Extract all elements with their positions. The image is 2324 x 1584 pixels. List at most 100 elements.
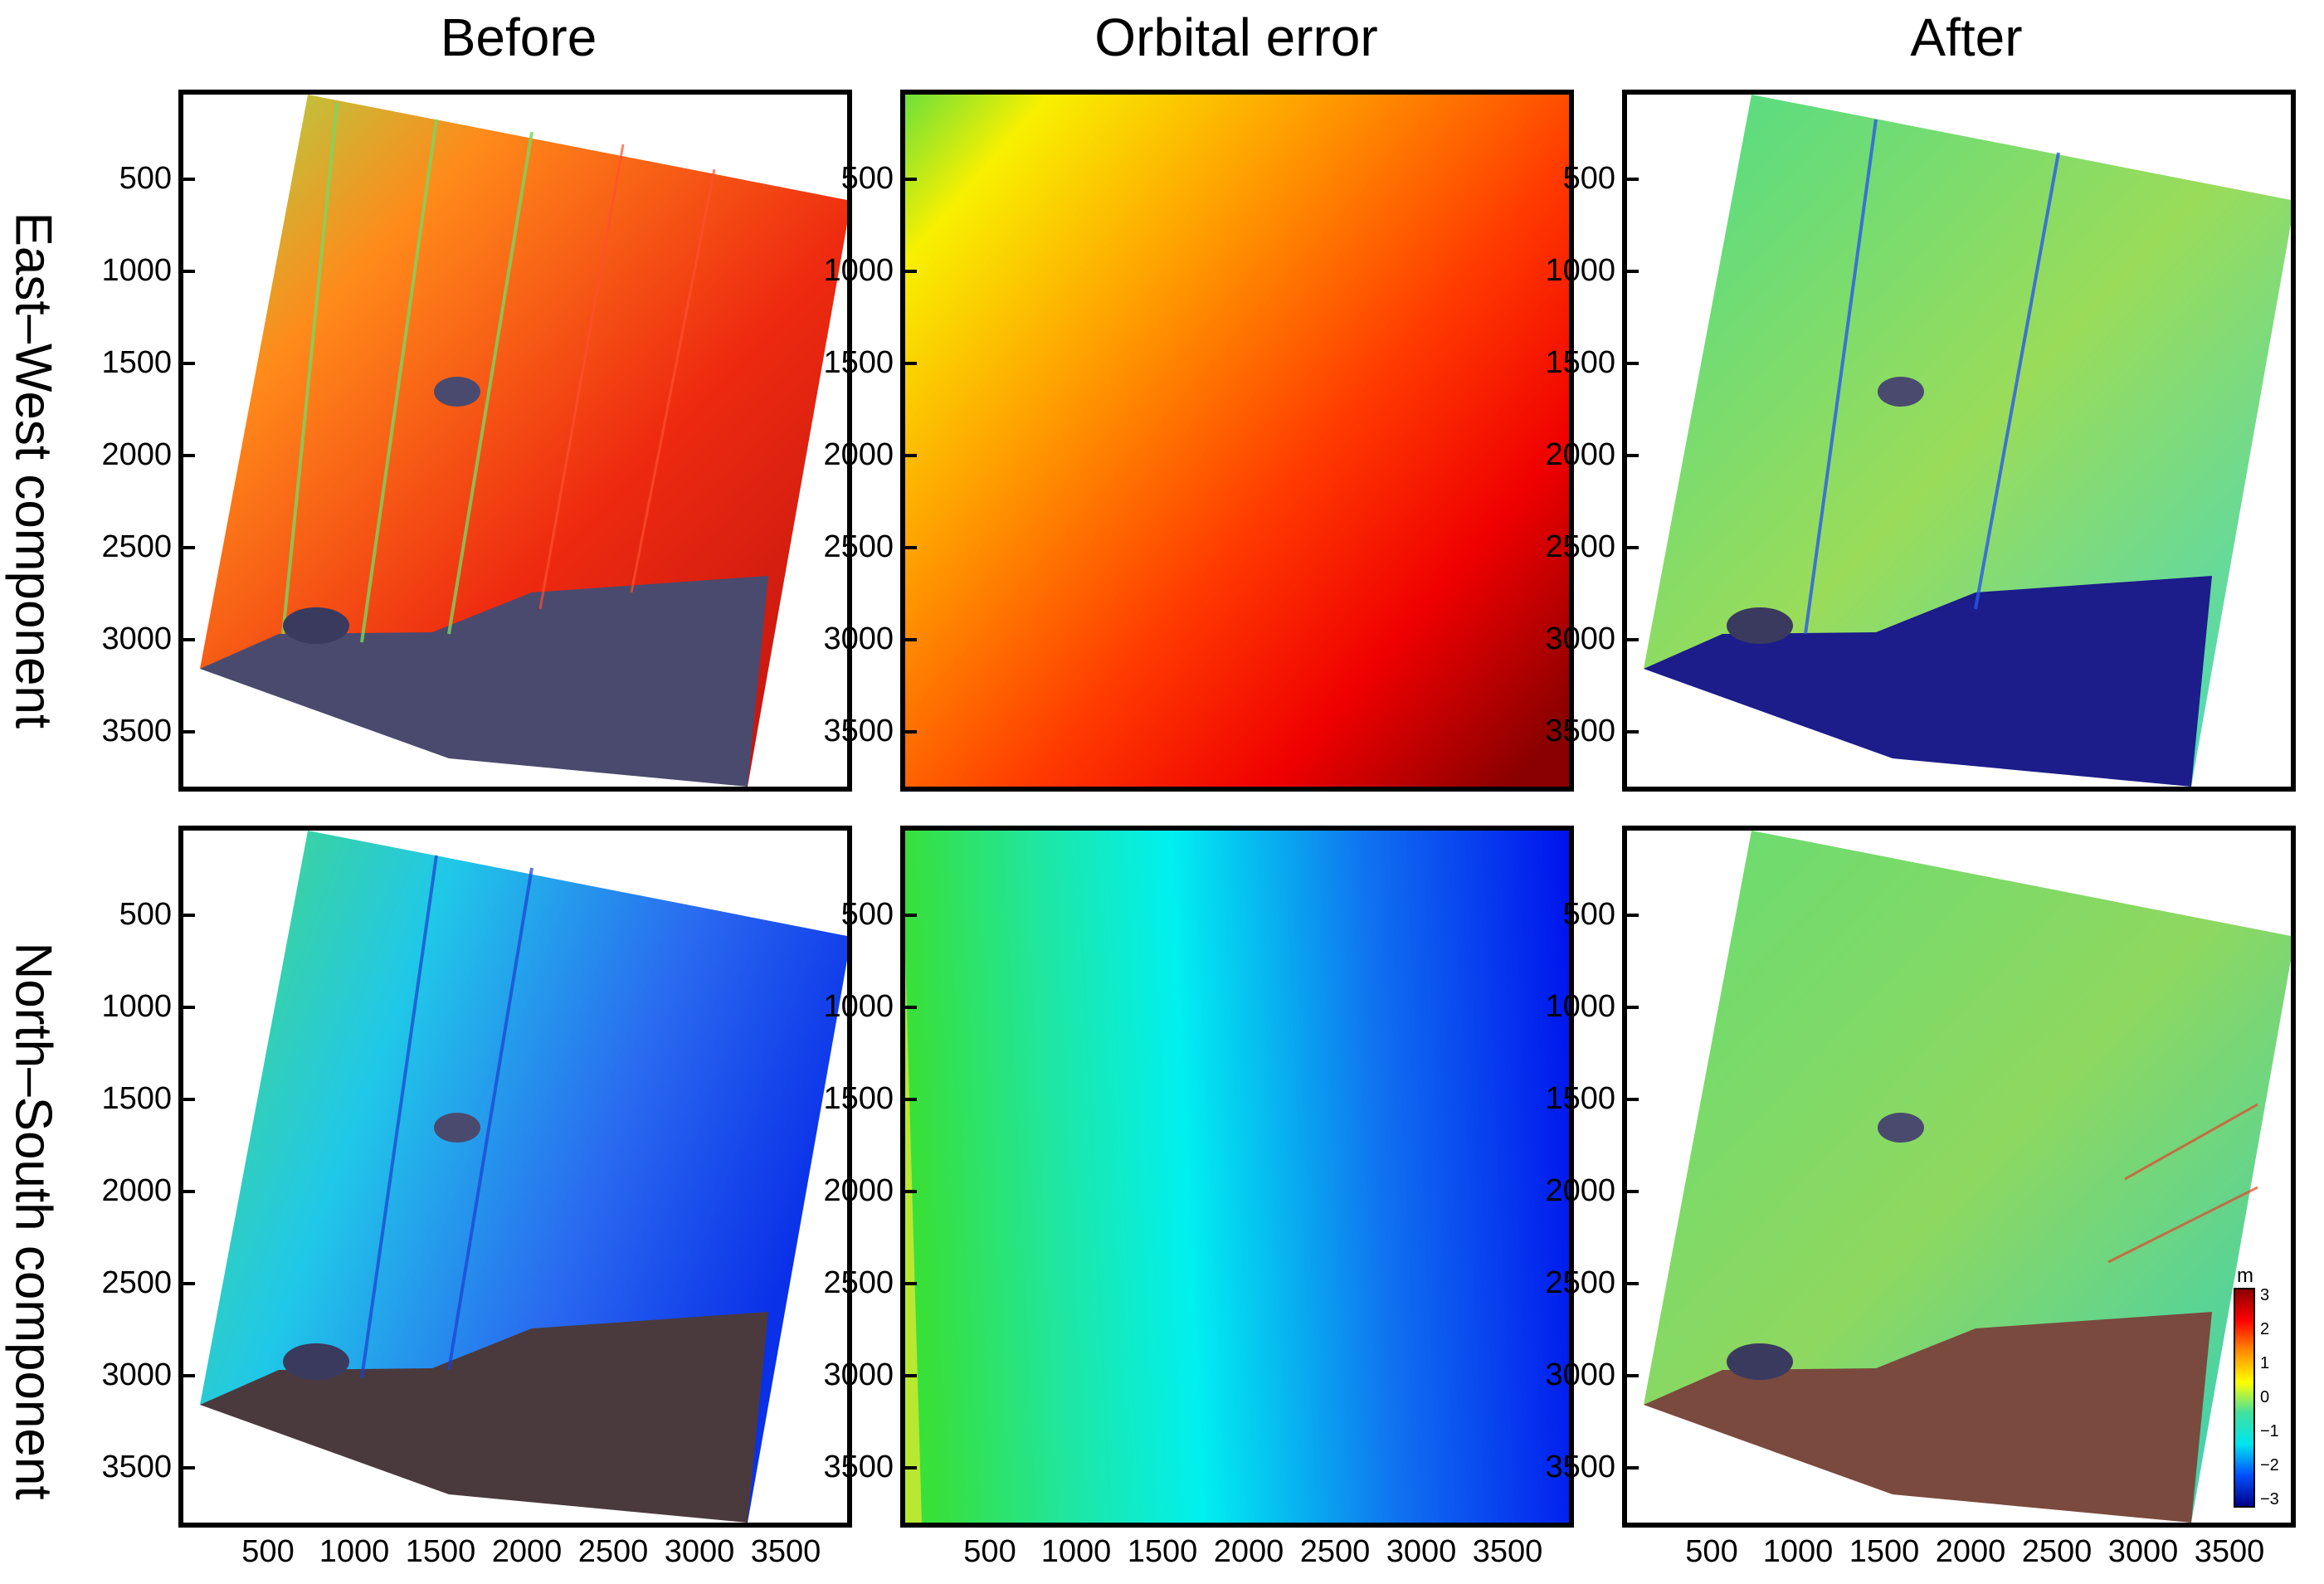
after-north-south-image — [1644, 831, 2291, 1523]
y-tick-label: 2000 — [1545, 437, 1615, 472]
y-tick-mark — [905, 1374, 917, 1377]
y-tick-label: 3000 — [101, 1357, 172, 1392]
y-tick-label: 3500 — [823, 1450, 894, 1484]
y-tick-mark — [183, 454, 195, 457]
x-tick-label: 2500 — [577, 1534, 649, 1569]
colorbar-tick-label: 1 — [2260, 1354, 2270, 1372]
y-tick-label: 2000 — [101, 1173, 172, 1208]
y-tick-label: 3000 — [1545, 1357, 1615, 1392]
y-tick-mark — [183, 638, 195, 641]
x-tick-label: 2500 — [2021, 1534, 2093, 1569]
y-tick-mark — [183, 362, 195, 365]
panel-orbital-error-north-south — [900, 826, 1574, 1528]
orbital-error-north-south-image — [905, 831, 1569, 1523]
y-tick-mark — [1627, 914, 1639, 917]
y-tick-label: 3500 — [823, 714, 894, 748]
y-tick-label: 2500 — [823, 529, 894, 564]
y-tick-mark — [1627, 178, 1639, 181]
y-tick-label: 1000 — [101, 253, 172, 288]
y-tick-label: 1000 — [823, 253, 894, 288]
y-tick-label: 1500 — [823, 1081, 894, 1116]
y-tick-mark — [905, 270, 917, 273]
y-tick-label: 1000 — [101, 989, 172, 1024]
panel-orbital-error-east-west — [900, 90, 1574, 792]
y-tick-mark — [905, 362, 917, 365]
x-tick-label: 3500 — [2194, 1534, 2265, 1569]
y-tick-mark — [1627, 638, 1639, 641]
y-tick-label: 3500 — [1545, 1450, 1615, 1484]
y-tick-mark — [183, 546, 195, 549]
y-tick-label: 2500 — [1545, 1265, 1615, 1300]
y-tick-mark — [1627, 1098, 1639, 1101]
x-tick-label: 1000 — [319, 1534, 390, 1569]
x-tick-label: 3000 — [1386, 1534, 1457, 1569]
x-tick-label: 2000 — [1213, 1534, 1284, 1569]
y-tick-mark — [905, 1006, 917, 1009]
y-tick-label: 1000 — [1545, 989, 1615, 1024]
colorbar-tick-label: −2 — [2260, 1456, 2279, 1474]
panel-after-east-west — [1622, 90, 2296, 792]
y-tick-mark — [183, 1466, 195, 1469]
y-tick-mark — [905, 454, 917, 457]
y-tick-label: 2000 — [1545, 1173, 1615, 1208]
y-tick-label: 3000 — [823, 1357, 894, 1392]
y-tick-mark — [183, 1374, 195, 1377]
column-title-after: After — [1910, 7, 2023, 67]
colorbar-unit: m — [2237, 1265, 2253, 1287]
y-tick-mark — [1627, 546, 1639, 549]
y-tick-label: 2000 — [101, 437, 172, 472]
y-tick-mark — [905, 1282, 917, 1285]
y-tick-label: 3000 — [101, 621, 172, 656]
y-tick-label: 3000 — [1545, 621, 1615, 656]
x-tick-label: 2500 — [1299, 1534, 1371, 1569]
y-tick-label: 500 — [119, 161, 172, 196]
x-tick-label: 1000 — [1762, 1534, 1834, 1569]
y-tick-label: 3500 — [1545, 714, 1615, 748]
x-tick-label: 500 — [241, 1534, 295, 1569]
y-tick-label: 2000 — [823, 1173, 894, 1208]
x-tick-label: 500 — [963, 1534, 1016, 1569]
y-tick-mark — [905, 914, 917, 917]
y-tick-label: 2000 — [823, 437, 894, 472]
x-tick-label: 3000 — [2107, 1534, 2179, 1569]
column-title-before: Before — [440, 7, 597, 67]
y-tick-mark — [905, 1466, 917, 1469]
y-tick-mark — [905, 546, 917, 549]
colorbar-tick-label: 2 — [2260, 1320, 2270, 1338]
y-tick-mark — [1627, 1374, 1639, 1377]
y-tick-label: 3000 — [823, 621, 894, 656]
y-tick-label: 3500 — [101, 714, 172, 748]
x-tick-label: 1500 — [1849, 1534, 1920, 1569]
y-tick-mark — [905, 638, 917, 641]
y-tick-mark — [183, 1190, 195, 1193]
y-tick-label: 500 — [840, 161, 894, 196]
y-tick-mark — [905, 178, 917, 181]
y-tick-mark — [183, 730, 195, 734]
y-tick-mark — [1627, 1466, 1639, 1469]
y-tick-mark — [183, 178, 195, 181]
x-tick-label: 1500 — [405, 1534, 476, 1569]
y-tick-label: 2500 — [101, 1265, 172, 1300]
y-tick-label: 1500 — [101, 1081, 172, 1116]
y-tick-label: 3500 — [101, 1450, 172, 1484]
x-tick-label: 3000 — [664, 1534, 735, 1569]
y-tick-label: 2500 — [1545, 529, 1615, 564]
y-tick-label: 1500 — [823, 345, 894, 380]
x-tick-label: 2000 — [1935, 1534, 2006, 1569]
y-tick-mark — [1627, 1006, 1639, 1009]
x-tick-label: 500 — [1685, 1534, 1738, 1569]
y-tick-mark — [905, 730, 917, 734]
y-tick-mark — [1627, 1190, 1639, 1193]
x-tick-label: 1000 — [1040, 1534, 1112, 1569]
row-label-east-west: East–West component — [4, 212, 62, 729]
row-label-north-south: North–South component — [4, 942, 62, 1500]
y-tick-label: 500 — [1562, 897, 1615, 932]
y-tick-label: 500 — [840, 897, 894, 932]
y-tick-label: 1500 — [1545, 345, 1615, 380]
y-tick-label: 1000 — [823, 989, 894, 1024]
colorbar-tick-label: 3 — [2260, 1286, 2270, 1304]
after-east-west-image — [1644, 95, 2291, 787]
column-title-orbital-error: Orbital error — [1094, 7, 1378, 67]
y-tick-mark — [183, 1282, 195, 1285]
y-tick-mark — [183, 914, 195, 917]
